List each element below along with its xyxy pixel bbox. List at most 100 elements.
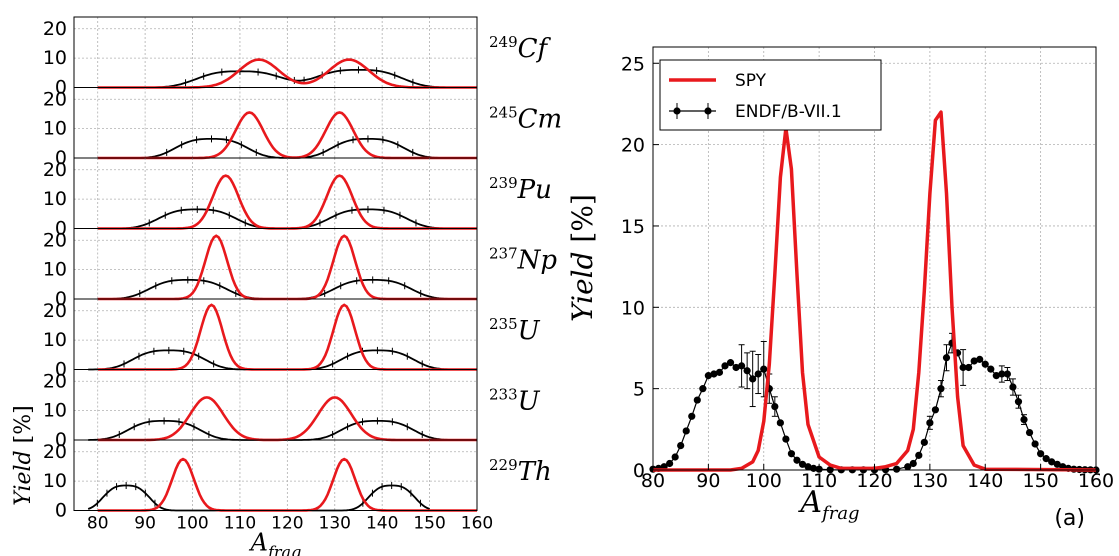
- endf-curve: [97, 208, 468, 230]
- y-tick-label: 25: [621, 53, 645, 75]
- panel-235U: 0 10 20 235U: [43, 298, 541, 381]
- endf-point: [710, 370, 718, 378]
- endf-point: [726, 359, 735, 367]
- endf-point: [970, 357, 978, 365]
- endf-curve: [87, 484, 430, 512]
- endf-point: [715, 368, 724, 376]
- y-tick-label: 20: [43, 441, 67, 463]
- endf-point: [688, 412, 696, 420]
- endf-point: [981, 360, 989, 368]
- panel-frame: [73, 16, 478, 88]
- endf-point: [1020, 415, 1028, 424]
- y-tick-label: 0: [55, 288, 67, 310]
- endf-curve: [97, 278, 454, 300]
- endf-point: [937, 385, 945, 393]
- y-tick-label: 10: [43, 400, 67, 422]
- endf-point: [998, 370, 1006, 378]
- x-tick-label: 120: [271, 514, 303, 534]
- x-axis-label: Afrag: [249, 529, 302, 556]
- y-tick-label: 0: [633, 460, 645, 482]
- endf-point: [682, 427, 690, 435]
- endf-point: [798, 460, 807, 468]
- endf-point: [754, 370, 762, 378]
- x-tick-label: 160: [1078, 470, 1114, 492]
- y-tick-label: 10: [43, 329, 67, 351]
- y-tick-label: 15: [621, 216, 645, 238]
- endf-point: [926, 419, 934, 427]
- y-tick-label: 5: [633, 379, 645, 401]
- endf-point: [893, 465, 901, 473]
- panel-233U: 0 10 20 233U: [43, 369, 541, 451]
- endf-point: [738, 362, 746, 370]
- endf-point: [942, 354, 951, 362]
- endf-point: [1031, 440, 1039, 448]
- panel-frame: [73, 157, 478, 229]
- panel-frame: [73, 228, 478, 300]
- panel-frame: [73, 87, 478, 159]
- isotope-label: 245Cm: [489, 104, 562, 135]
- endf-point: [782, 435, 790, 443]
- isotope-label: 239Pu: [489, 174, 552, 205]
- endf-point: [904, 463, 912, 471]
- y-tick-label: 20: [43, 229, 67, 251]
- x-axis-label: Afrag: [797, 485, 859, 524]
- y-tick-label: 0: [55, 359, 67, 381]
- panel-label: (a): [1054, 506, 1085, 531]
- y-tick-label: 10: [621, 297, 645, 319]
- y-tick-label: 0: [55, 147, 67, 169]
- x-tick-label: 130: [912, 470, 948, 492]
- spy-curve: [97, 111, 477, 160]
- y-tick-label: 20: [43, 370, 67, 392]
- endf-point: [704, 372, 712, 380]
- panel-239Pu: 0 10 20 239Pu: [43, 157, 552, 240]
- y-tick-label: 0: [55, 429, 67, 451]
- endf-point: [1025, 428, 1034, 437]
- endf-point: [1048, 458, 1056, 466]
- endf-point: [677, 441, 685, 450]
- endf-point: [743, 367, 751, 375]
- right-chart-a: 0 5 10 15 20 25 80 90 100 110 120 130 140 150 160 Afrag…: [566, 46, 1114, 531]
- x-tick-label: 150: [413, 514, 445, 534]
- endf-point: [787, 450, 796, 458]
- y-tick-label: 10: [43, 470, 67, 492]
- endf-point: [699, 385, 707, 393]
- endf-point: [693, 396, 701, 404]
- endf-point: [1009, 383, 1017, 391]
- endf-point: [771, 402, 779, 411]
- x-tick-label: 150: [1022, 470, 1058, 492]
- x-tick-label: 120: [856, 470, 892, 492]
- endf-point: [1037, 450, 1045, 458]
- panel-229Th: 0 10 20 229Th: [43, 439, 552, 522]
- y-tick-label: 10: [43, 188, 67, 210]
- endf-point: [931, 406, 940, 414]
- y-tick-label: 10: [43, 118, 67, 140]
- isotope-label: 249Cf: [489, 33, 552, 64]
- endf-point: [1003, 370, 1012, 378]
- legend: SPY ENDF/B-VII.1: [659, 59, 882, 131]
- y-tick-label: 10: [43, 47, 67, 69]
- endf-line: [652, 341, 1097, 471]
- y-axis-label: Yield [%]: [11, 405, 36, 505]
- endf-point: [732, 363, 740, 372]
- y-tick-label: 0: [55, 218, 67, 240]
- panel-249Cf: 0 10 20 249Cf: [43, 16, 552, 99]
- endf-point: [965, 363, 973, 372]
- x-tick-label: 110: [224, 514, 256, 534]
- y-axis-label: Yield [%]: [566, 194, 599, 322]
- x-tick-label: 100: [176, 514, 208, 534]
- x-tick-label: 90: [696, 470, 720, 492]
- y-tick-label: 20: [43, 159, 67, 181]
- endf-point: [909, 459, 917, 468]
- endf-point: [1014, 398, 1023, 406]
- endf-point: [760, 365, 768, 373]
- y-tick-label: 0: [55, 77, 67, 99]
- endf-point: [721, 362, 729, 370]
- legend-label-spy: SPY: [735, 71, 767, 91]
- endf-point: [920, 438, 928, 446]
- left-stacked-panels: 0 10 20 249Cf 0 10 20 245Cm 0 10 20 239Pu 0 10 20 237Np…: [11, 16, 562, 556]
- endf-point: [1042, 455, 1050, 463]
- x-tick-label: 90: [134, 514, 156, 534]
- endf-point: [776, 419, 784, 427]
- endf-point: [1053, 460, 1061, 468]
